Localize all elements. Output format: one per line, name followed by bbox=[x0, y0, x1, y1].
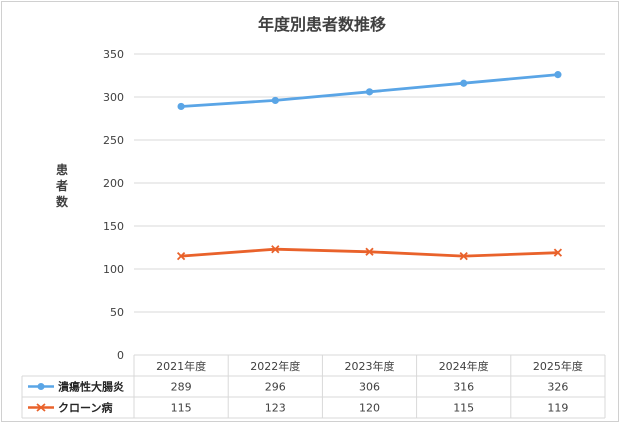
data-point bbox=[365, 88, 374, 96]
data-point bbox=[460, 79, 468, 87]
table-cell-value: 123 bbox=[265, 402, 286, 415]
data-point bbox=[271, 96, 279, 105]
legend-entry: クローン病 bbox=[58, 401, 112, 415]
data-point bbox=[177, 102, 185, 111]
x-tick-label: 2025年度 bbox=[533, 359, 583, 373]
table-cell-value: 119 bbox=[547, 402, 568, 415]
x-tick-label: 2022年度 bbox=[250, 359, 300, 373]
y-ticks: 0 50 100 150 200 250 300 350 bbox=[103, 48, 124, 362]
y-tick-label: 300 bbox=[103, 91, 124, 104]
y-tick-label: 200 bbox=[103, 177, 124, 190]
y-tick-label: 350 bbox=[103, 48, 124, 61]
legend-key-marker bbox=[36, 403, 46, 412]
chart-title: 年度別患者数推移 bbox=[258, 15, 386, 34]
table-cell-value: 120 bbox=[359, 402, 380, 415]
grid bbox=[134, 53, 605, 313]
table-cell-value: 296 bbox=[265, 381, 286, 394]
table-cell-value: 289 bbox=[171, 381, 192, 394]
x-tick-label: 2024年度 bbox=[439, 359, 489, 373]
y-tick-label: 0 bbox=[117, 349, 124, 362]
data-point bbox=[553, 248, 563, 257]
y-tick-label: 150 bbox=[103, 220, 124, 233]
table-cell-value: 326 bbox=[547, 381, 568, 394]
data-point bbox=[459, 251, 468, 261]
table-cell-value: 115 bbox=[171, 402, 192, 415]
y-tick-label: 100 bbox=[103, 263, 124, 276]
table-cell-value: 316 bbox=[453, 381, 474, 394]
y-tick-label: 250 bbox=[103, 134, 124, 147]
x-tick-label: 2021年度 bbox=[156, 359, 206, 373]
table-cell-value: 306 bbox=[359, 381, 380, 394]
y-tick-label: 50 bbox=[110, 306, 124, 319]
data-point bbox=[554, 71, 562, 79]
x-tick-label: 2023年度 bbox=[345, 359, 395, 373]
data-point bbox=[176, 251, 186, 261]
table-cell-value: 115 bbox=[453, 402, 474, 415]
y-axis-label: 患者数 bbox=[55, 162, 69, 209]
legend-entry: 潰瘍性大腸炎 bbox=[58, 380, 124, 394]
series-layer bbox=[176, 71, 563, 261]
legend-key-marker bbox=[37, 383, 45, 390]
data-point bbox=[365, 247, 374, 256]
data-point bbox=[271, 245, 280, 254]
